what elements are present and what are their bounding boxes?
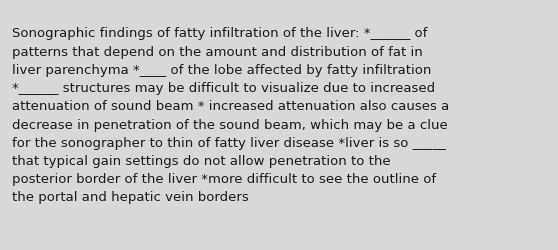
Text: posterior border of the liver *more difficult to see the outline of: posterior border of the liver *more diff… <box>12 172 436 186</box>
Text: decrease in penetration of the sound beam, which may be a clue: decrease in penetration of the sound bea… <box>12 118 448 131</box>
Text: that typical gain settings do not allow penetration to the: that typical gain settings do not allow … <box>12 154 391 167</box>
Text: for the sonographer to thin of fatty liver disease *liver is so _____: for the sonographer to thin of fatty liv… <box>12 136 446 149</box>
Text: attenuation of sound beam * increased attenuation also causes a: attenuation of sound beam * increased at… <box>12 100 449 113</box>
Text: patterns that depend on the amount and distribution of fat in: patterns that depend on the amount and d… <box>12 46 423 59</box>
Text: liver parenchyma *____ of the lobe affected by fatty infiltration: liver parenchyma *____ of the lobe affec… <box>12 64 431 76</box>
Text: Sonographic findings of fatty infiltration of the liver: *______ of: Sonographic findings of fatty infiltrati… <box>12 27 427 40</box>
Text: the portal and hepatic vein borders: the portal and hepatic vein borders <box>12 190 249 203</box>
Text: *______ structures may be difficult to visualize due to increased: *______ structures may be difficult to v… <box>12 82 435 95</box>
